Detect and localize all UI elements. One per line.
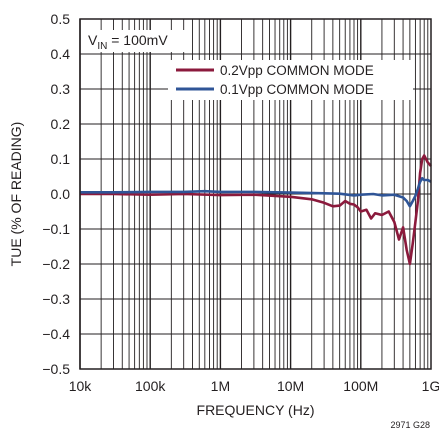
plot-frame [79,18,432,370]
y-tick-label: 0.4 [51,46,71,62]
legend-background [168,60,413,100]
figure-id: 2971 G28 [390,420,430,430]
y-tick-label: −0.3 [42,291,70,307]
x-tick-label: 1G [422,378,439,394]
x-tick-label: 100M [343,378,378,394]
y-tick-label: −0.5 [42,361,70,377]
legend-label-1: 0.2Vpp COMMON MODE [220,63,374,78]
y-tick-label: 0.1 [51,151,71,167]
y-tick-label: 0.0 [51,186,71,202]
annotation: VIN = 100mV [83,30,187,52]
y-axis-title: TUE (% OF READING) [8,122,24,267]
series-line-2 [80,177,432,208]
y-tick-label: −0.4 [42,326,70,342]
annotation-background [83,30,187,52]
series-line-1 [80,154,432,266]
series-lines [80,154,432,266]
y-tick-label: 0.2 [51,116,71,132]
x-tick-label: 100k [135,378,166,394]
legend-label-2: 0.1Vpp COMMON MODE [220,82,374,97]
y-tick-label: −0.2 [42,256,70,272]
x-tick-label: 10M [277,378,304,394]
x-axis-title: FREQUENCY (Hz) [197,402,315,418]
legend: 0.2Vpp COMMON MODE 0.1Vpp COMMON MODE [168,60,413,100]
y-tick-label: 0.5 [51,11,71,27]
y-tick-label: 0.3 [51,81,71,97]
tick-labels: 0.50.40.30.20.10.0−0.1−0.2−0.3−0.4−0.510… [42,11,439,394]
annotation-text: VIN = 100mV [88,32,168,52]
y-tick-label: −0.1 [42,221,70,237]
x-tick-label: 10k [69,378,93,394]
x-tick-label: 1M [211,378,230,394]
